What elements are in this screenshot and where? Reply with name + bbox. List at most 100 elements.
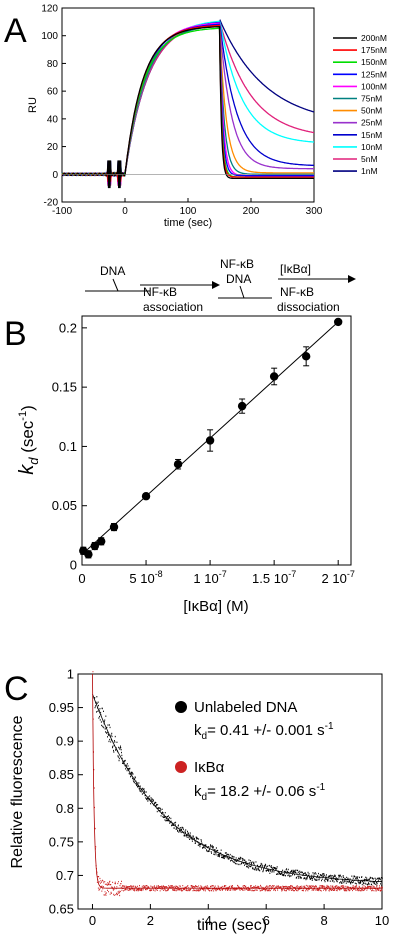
chart-c-ytick-label: 0.75 [49, 834, 74, 849]
chart-b-point [141, 492, 151, 501]
chart-a-ytick-label: 100 [41, 31, 58, 42]
chart-a-xlabel: time (sec) [164, 217, 212, 229]
schematic-dna: DNA [100, 264, 125, 278]
chart-b-point [109, 522, 119, 532]
chart-c-ytick-label: 0.7 [56, 868, 74, 883]
chart-c-legend: Unlabeled DNA kd= 0.41 +/- 0.001 s-1 IκB… [175, 699, 334, 803]
chart-b-xlabel: [IκBα] (M) [183, 598, 248, 615]
chart-c-ytick-label: 0.9 [56, 734, 74, 749]
chart-a-trace-5nM [61, 22, 315, 186]
chart-c-xtick-label: 0 [89, 913, 96, 928]
chart-b: 0 5 10-8 1 10-7 1.5 10-7 2 10-7 0 0.05 0.1 0.15 0… [16, 315, 355, 615]
chart-b-xtick-label: 1 10-7 [193, 569, 226, 586]
chart-a-xtick-label: 0 [122, 206, 128, 217]
schematic-ikba: [IκBα] [280, 262, 311, 276]
chart-b-point [269, 372, 279, 381]
chart-c-xtick-label: 4 [205, 913, 212, 928]
schematic-dna-2: DNA [226, 272, 251, 286]
chart-a-traces [61, 19, 315, 189]
reaction-schematic: DNA NF-κB association NF-κB DNA [IκBα] N… [85, 257, 356, 314]
chart-a-trace-150nM [61, 27, 314, 181]
chart-a-ytick-label: 120 [41, 4, 58, 15]
chart-c-xtick-label: 6 [263, 913, 270, 928]
chart-a-trace-15nM [61, 21, 314, 178]
chart-a-trace-1nM [61, 19, 315, 177]
chart-c-ytick-label: 0.65 [49, 902, 74, 917]
chart-b-point [301, 352, 311, 361]
chart-c-ytick-label: 0.95 [49, 700, 74, 715]
chart-a-trace-100nM [61, 22, 314, 184]
annotation-kd-unlabeled-dna: kd= 0.41 +/- 0.001 s-1 [194, 721, 334, 742]
legend-marker-ikba [175, 761, 187, 773]
chart-c-xlabel: time (sec) [197, 917, 267, 934]
chart-a-legend-label-10nM: 10nM [361, 142, 382, 152]
chart-a-trace-50nM [61, 24, 314, 188]
chart-a-legend-label-50nM: 50nM [361, 106, 382, 116]
chart-a-ytick-label: 60 [47, 87, 59, 98]
chart-b-points [79, 317, 343, 559]
chart-c-xtick-label: 8 [320, 913, 327, 928]
chart-a-trace-10nM [61, 20, 315, 187]
legend-label-ikba: IκBα [194, 759, 225, 776]
chart-a-ytick-label: -20 [44, 198, 59, 209]
chart-b-point [84, 550, 93, 559]
chart-a-ytick-label: 20 [47, 142, 59, 153]
schematic-nfkb-2: NF-κB [220, 257, 254, 271]
chart-b-point [90, 541, 100, 551]
panel-label-a: A [4, 12, 27, 50]
chart-b-ylabel: kd (sec-1) [16, 405, 41, 475]
chart-a-trace-75nM [61, 25, 314, 179]
chart-a-legend-label-100nM: 100nM [361, 81, 387, 91]
chart-a-ytick-label: 40 [47, 114, 59, 125]
panel-label-c: C [4, 670, 29, 708]
chart-a-legend-label-5nM: 5nM [361, 154, 378, 164]
chart-b-xtick-label: 1.5 10-7 [252, 569, 296, 586]
chart-c-xtick-label: 2 [147, 913, 154, 928]
chart-b-ylabel-main: k [16, 464, 38, 475]
schematic-nfkb-3: NF-κB [280, 285, 314, 299]
chart-b-ylabel-unit: (sec [18, 420, 37, 457]
chart-b-ylabel-close: ) [18, 405, 37, 411]
chart-b-xtick-label: 5 10-8 [129, 569, 162, 586]
chart-a-legend: 200nM 175nM 150nM 125nM 100nM 75nM 50nM 25nM 15n… [333, 33, 387, 176]
chart-a-ylabel: RU [27, 97, 39, 113]
chart-c: 0 2 4 6 8 10 0.65 0.7 0.75 0.8 0.85 0.9 0.95 1 time (… [9, 667, 389, 935]
schematic-dissociation: dissociation [277, 300, 340, 314]
chart-a-xtick-label: 300 [306, 206, 323, 217]
chart-a-legend-label-200nM: 200nM [361, 33, 387, 43]
chart-b-xtick-label: 0 [78, 571, 85, 586]
chart-b-ylabel-sub: d [26, 457, 41, 465]
schematic-nfkb-1: NF-κB [143, 285, 177, 299]
chart-b-ytick-label: 0.1 [59, 439, 77, 454]
chart-a-trace-175nM [61, 24, 314, 182]
legend-marker-unlabeled-dna [175, 701, 187, 713]
chart-a-xtick-label: 200 [243, 206, 260, 217]
chart-b-xtick-label: 2 10-7 [322, 569, 355, 586]
chart-c-fit-unlabeled-dna [92, 693, 383, 883]
chart-a-xtick-label: 100 [180, 206, 197, 217]
chart-a-xtick-label: -100 [52, 206, 72, 217]
chart-a-trace-125nM [61, 23, 314, 189]
chart-b-ytick-label: 0.05 [52, 498, 77, 513]
chart-b-ytick-label: 0.2 [59, 320, 77, 335]
chart-a-legend-label-125nM: 125nM [361, 69, 387, 79]
chart-a-trace-200nM [62, 26, 314, 189]
chart-c-traces [92, 671, 383, 897]
chart-b-point [237, 401, 247, 411]
chart-c-ytick-label: 1 [67, 667, 74, 682]
chart-a-legend-label-150nM: 150nM [361, 57, 387, 67]
chart-c-ylabel: Relative fluorescence [9, 715, 26, 868]
chart-b-point [173, 460, 183, 469]
chart-b-ylabel-sup: -1 [17, 411, 29, 421]
chart-b-ytick-label: 0.15 [52, 380, 77, 395]
schematic-association: association [143, 300, 203, 314]
chart-a-ytick-label: 80 [47, 59, 59, 70]
chart-b-point [205, 436, 215, 445]
chart-a: -100 0 100 200 300 -20 0 20 40 60 80 100 120 time (s… [27, 4, 387, 230]
chart-c-ytick-label: 0.85 [49, 767, 74, 782]
chart-b-frame [81, 315, 352, 566]
chart-a-legend-label-25nM: 25nM [361, 118, 382, 128]
chart-b-point [333, 317, 343, 327]
legend-label-unlabeled-dna: Unlabeled DNA [194, 699, 297, 716]
